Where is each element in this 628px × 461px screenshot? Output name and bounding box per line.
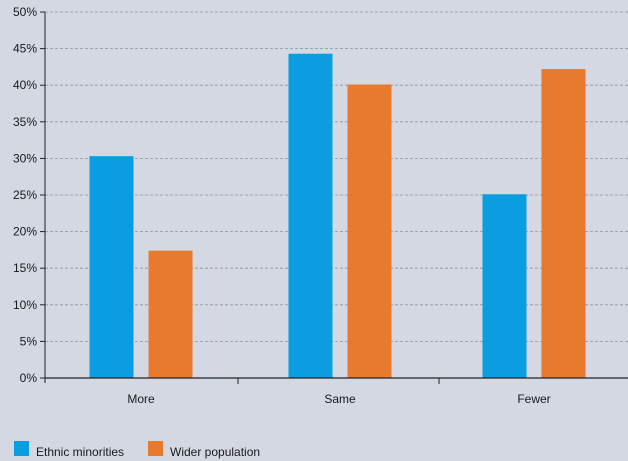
y-tick-label: 35% <box>13 115 37 129</box>
legend-swatch <box>14 441 29 456</box>
x-axis: More Same Fewer <box>45 377 628 406</box>
y-tick-label: 45% <box>13 42 37 56</box>
bar-ethnic-minorities-same <box>288 53 333 378</box>
bars <box>89 53 586 378</box>
x-category-label: Fewer <box>517 392 550 406</box>
y-tick-label: 40% <box>13 78 37 92</box>
bar-ethnic-minorities-more <box>89 156 134 378</box>
bar-wider-population-fewer <box>541 69 586 378</box>
y-tick-label: 0% <box>20 371 38 385</box>
x-category-label: More <box>127 392 155 406</box>
y-tick-label: 20% <box>13 225 37 239</box>
legend: Ethnic minorities Wider population <box>14 441 260 459</box>
y-axis: 0% 5% 10% 15% 20% 25% 30% 35% 40% 45% 50% <box>13 5 46 385</box>
y-tick-label: 25% <box>13 188 37 202</box>
gridlines <box>45 11 628 342</box>
y-tick-label: 50% <box>13 5 37 19</box>
legend-label: Ethnic minorities <box>36 445 124 459</box>
legend-swatch <box>148 441 163 456</box>
y-tick-label: 15% <box>13 261 37 275</box>
bar-ethnic-minorities-fewer <box>482 194 527 378</box>
y-tick-label: 10% <box>13 298 37 312</box>
y-tick-label: 30% <box>13 151 37 165</box>
y-tick-label: 5% <box>20 334 38 348</box>
x-category-label: Same <box>324 392 356 406</box>
bar-wider-population-more <box>148 250 193 378</box>
bar-wider-population-same <box>347 84 392 378</box>
legend-label: Wider population <box>170 445 260 459</box>
